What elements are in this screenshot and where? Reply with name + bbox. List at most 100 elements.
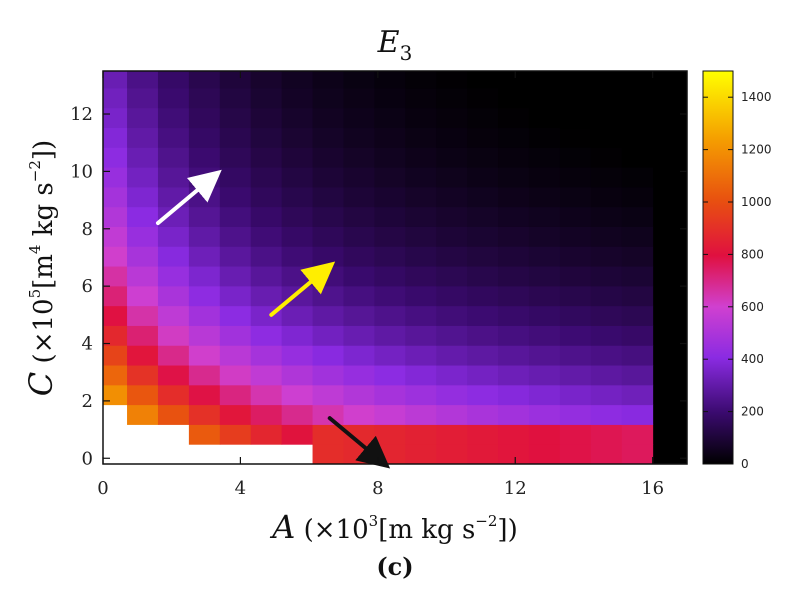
heatmap-cell [559,206,592,227]
heatmap-cell [590,71,623,89]
heatmap-cell [188,424,221,445]
heatmap-cell [590,424,623,445]
heatmap-cell [312,246,344,267]
heatmap-cell [621,107,654,129]
heatmap-cell [103,226,128,247]
heatmap-cell [188,285,221,307]
colorbar-tick-label: 1200 [741,143,772,157]
heatmap-cell [188,127,221,148]
heatmap-cell [219,285,252,307]
colorbar-tick-label: 200 [741,405,764,419]
heatmap-cell [590,305,623,326]
heatmap-cell [559,127,592,148]
heatmap-cell [528,127,561,148]
heatmap-cell [436,87,468,109]
heatmap-cell [498,127,530,148]
heatmap-cell [374,107,406,129]
heatmap-cell [281,444,314,465]
heatmap-cell [188,365,221,386]
heatmap-cell [374,345,406,366]
heatmap-cell [250,424,283,445]
heatmap-cell [188,147,221,168]
heatmap-cell [590,345,623,366]
heatmap-cell [621,226,654,247]
heatmap-cell [374,365,406,386]
heatmap-cell [590,285,623,307]
heatmap-cell [127,266,159,287]
heatmap-cell [559,266,592,287]
heatmap-cell [157,285,190,307]
heatmap-cell [559,305,592,326]
heatmap-cell [498,226,530,247]
heatmap-cell [621,424,654,445]
heatmap-cell [559,345,592,366]
heatmap-cell [559,246,592,267]
heatmap-cell [103,444,128,465]
heatmap-cell [528,444,561,465]
heatmap-cell [219,71,252,89]
heatmap-cell [559,87,592,109]
heatmap-cell [467,365,499,386]
heatmap-cell [103,345,128,366]
heatmap-cell [343,127,375,148]
heatmap-cell [343,167,375,188]
heatmap-cell [312,186,344,208]
heatmap-cell [621,71,654,89]
heatmap-cell [590,384,623,406]
heatmap-cell [312,285,344,307]
heatmap-cell [405,444,437,465]
y-tick-label: 8 [82,219,93,240]
heatmap-cell [559,107,592,129]
y-tick-label: 12 [70,104,93,125]
heatmap-cell [436,206,468,227]
heatmap-cell [250,71,283,89]
heatmap-cell [219,206,252,227]
heatmap-cell [467,87,499,109]
heatmap-cell [498,147,530,168]
heatmap-cell [312,444,344,465]
annotation-arrow [155,169,222,226]
heatmap-cell [374,246,406,267]
y-tick-label: 0 [82,448,93,469]
heatmap-cell [467,305,499,326]
colorbar-ticks: 0 200 400 600 800 1000 1200 1400 [703,90,772,471]
heatmap-cell [127,305,159,326]
y-tick-label: 10 [70,161,93,182]
heatmap-cell [498,325,530,346]
heatmap-cell [188,226,221,247]
x-axis: 0 4 8 12 16 [97,71,664,499]
heatmap-cell [157,424,190,445]
heatmap-cell [374,444,406,465]
heatmap-cell [374,266,406,287]
heatmap-cell [559,147,592,168]
heatmap-cell [343,345,375,366]
heatmap-cell [250,444,283,465]
heatmap-cell [559,444,592,465]
heatmap-cell [498,186,530,208]
heatmap-cell [528,107,561,129]
heatmap-cell [103,246,128,267]
heatmap-cell [103,305,128,326]
heatmap-cell [374,285,406,307]
heatmap-cell [219,147,252,168]
heatmap-cell [436,71,468,89]
heatmap-cell [281,305,314,326]
heatmap-cell [157,444,190,465]
heatmap-cell [157,246,190,267]
heatmap-cell [312,107,344,129]
heatmap-cell [127,87,159,109]
heatmap-cell [559,325,592,346]
heatmap-cell [436,345,468,366]
x-tick-label: 12 [504,478,527,499]
heatmap-cell [436,424,468,445]
heatmap-cell [590,87,623,109]
colorbar-tick-label: 1400 [741,90,772,104]
heatmap-cell [343,246,375,267]
heatmap-cell [127,107,159,129]
heatmap-cell [590,246,623,267]
heatmap-cell [312,384,344,406]
heatmap-cell [590,127,623,148]
heatmap-cell [188,107,221,129]
heatmap-cell [343,71,375,89]
heatmap-cell [312,167,344,188]
